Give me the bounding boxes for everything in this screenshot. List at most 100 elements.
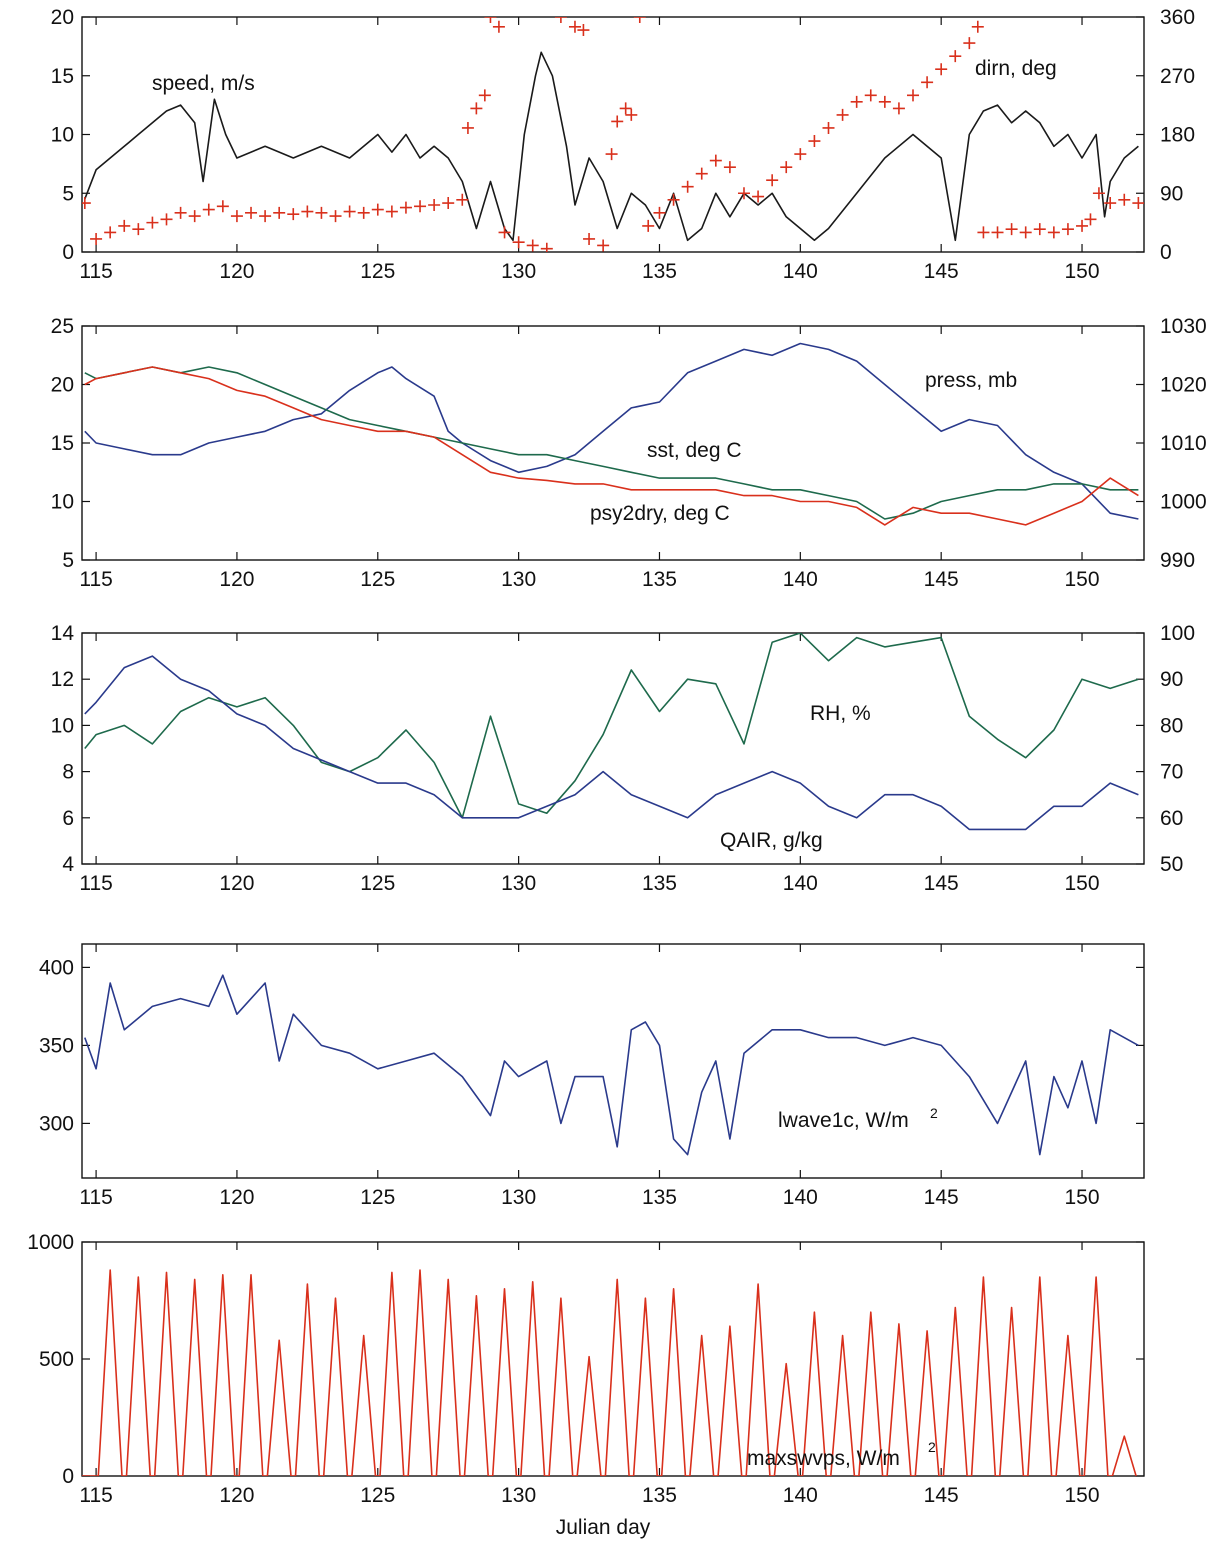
plot-frame: [81, 943, 1145, 1179]
y2-tick-label: 90: [1160, 668, 1183, 691]
series-label: speed, m/s: [152, 72, 255, 95]
y2-tick-label: 1000: [1160, 491, 1207, 514]
series-label: dirn, deg: [975, 57, 1057, 80]
series-label: sst, deg C: [647, 439, 742, 462]
series-maxswvps: [82, 1269, 1137, 1476]
y-tick-label: 10: [51, 491, 74, 514]
data-point: [681, 180, 694, 193]
x-axis-label: Julian day: [556, 1516, 651, 1539]
y-tick-label: 15: [51, 65, 74, 88]
plot-frame: [81, 632, 1145, 865]
data-point: [554, 17, 567, 23]
data-point: [766, 174, 779, 187]
series-psy2dry: [84, 366, 1139, 526]
data-point: [132, 223, 145, 236]
y-tick-label: 1000: [27, 1231, 74, 1254]
data-point: [935, 63, 948, 76]
data-point: [963, 37, 976, 50]
data-point: [442, 197, 455, 210]
data-point: [1084, 213, 1097, 226]
y-tick-label: 25: [51, 315, 74, 338]
data-point: [230, 210, 243, 223]
y2-tick-label: 60: [1160, 807, 1183, 830]
y-tick-label: 300: [39, 1112, 74, 1135]
data-point: [245, 206, 258, 219]
data-point: [273, 206, 286, 219]
x-tick-label: 115: [79, 260, 112, 283]
data-point: [146, 216, 159, 229]
panel-2: 115 120 125 130 135 140 145 150 5 10 15 20 25 990 1000…: [51, 315, 1207, 591]
series-rh: [84, 633, 1139, 819]
data-point: [752, 190, 765, 203]
y-tick-label: 0: [62, 1465, 74, 1488]
x-tick-label: 135: [642, 568, 677, 591]
data-point: [329, 210, 342, 223]
series-label: RH, %: [810, 702, 871, 725]
data-point: [1076, 219, 1089, 232]
data-point: [371, 203, 384, 216]
x-tick-label: 140: [783, 1186, 818, 1209]
y2-tick-label: 0: [1160, 241, 1172, 264]
series-sst: [84, 366, 1139, 520]
data-point: [605, 148, 618, 161]
data-point: [737, 187, 750, 200]
y-tick-label: 5: [62, 549, 74, 572]
data-point: [642, 219, 655, 232]
series-line: [84, 366, 1139, 526]
x-tick-label: 150: [1065, 568, 1100, 591]
y-tick-label: 20: [51, 6, 74, 29]
data-point: [633, 17, 646, 23]
x-tick-label: 125: [360, 260, 395, 283]
y-tick-label: 6: [62, 807, 74, 830]
data-point: [822, 121, 835, 134]
data-point: [343, 205, 356, 218]
y-tick-label: 400: [39, 956, 74, 979]
data-point: [1005, 223, 1018, 236]
data-point: [315, 206, 328, 219]
data-point: [1047, 226, 1060, 239]
data-point: [160, 213, 173, 226]
data-point: [625, 108, 638, 121]
x-tick-label: 135: [642, 260, 677, 283]
series-qair: [84, 655, 1139, 831]
x-tick-label: 140: [783, 872, 818, 895]
data-point: [1061, 223, 1074, 236]
panel-5: 115 120 125 130 135 140 145 150 0 500 1000 maxswvps…: [27, 1231, 1145, 1539]
data-point: [188, 210, 201, 223]
data-point: [597, 239, 610, 252]
data-point: [104, 226, 117, 239]
x-tick-label: 150: [1065, 260, 1100, 283]
x-tick-label: 125: [360, 872, 395, 895]
data-point: [216, 200, 229, 213]
data-point: [780, 161, 793, 174]
x-tick-label: 120: [219, 872, 254, 895]
data-point: [1132, 197, 1144, 210]
data-point: [287, 208, 300, 221]
series-line: [84, 633, 1139, 819]
x-tick-label: 115: [79, 568, 112, 591]
data-point: [118, 219, 131, 232]
y2-tick-label: 1030: [1160, 315, 1207, 338]
y-tick-label: 0: [62, 241, 74, 264]
x-tick-label: 125: [360, 1186, 395, 1209]
y2-tick-label: 990: [1160, 549, 1195, 572]
x-tick-label: 150: [1065, 872, 1100, 895]
data-point: [526, 239, 539, 252]
data-point: [492, 20, 505, 33]
data-point: [864, 89, 877, 102]
y2-tick-label: 1020: [1160, 374, 1207, 397]
data-point: [202, 203, 215, 216]
data-point: [709, 154, 722, 167]
series-press: [84, 342, 1139, 520]
x-tick-label: 145: [924, 872, 959, 895]
data-point: [1033, 223, 1046, 236]
x-tick-label: 125: [360, 568, 395, 591]
y-tick-label: 14: [51, 622, 75, 645]
y2-tick-label: 1010: [1160, 432, 1207, 455]
x-tick-label: 145: [924, 1484, 959, 1507]
x-tick-label: 130: [501, 260, 536, 283]
data-point: [540, 242, 553, 252]
unit-superscript: 2: [928, 1439, 936, 1455]
x-tick-label: 135: [642, 872, 677, 895]
x-tick-label: 140: [783, 568, 818, 591]
